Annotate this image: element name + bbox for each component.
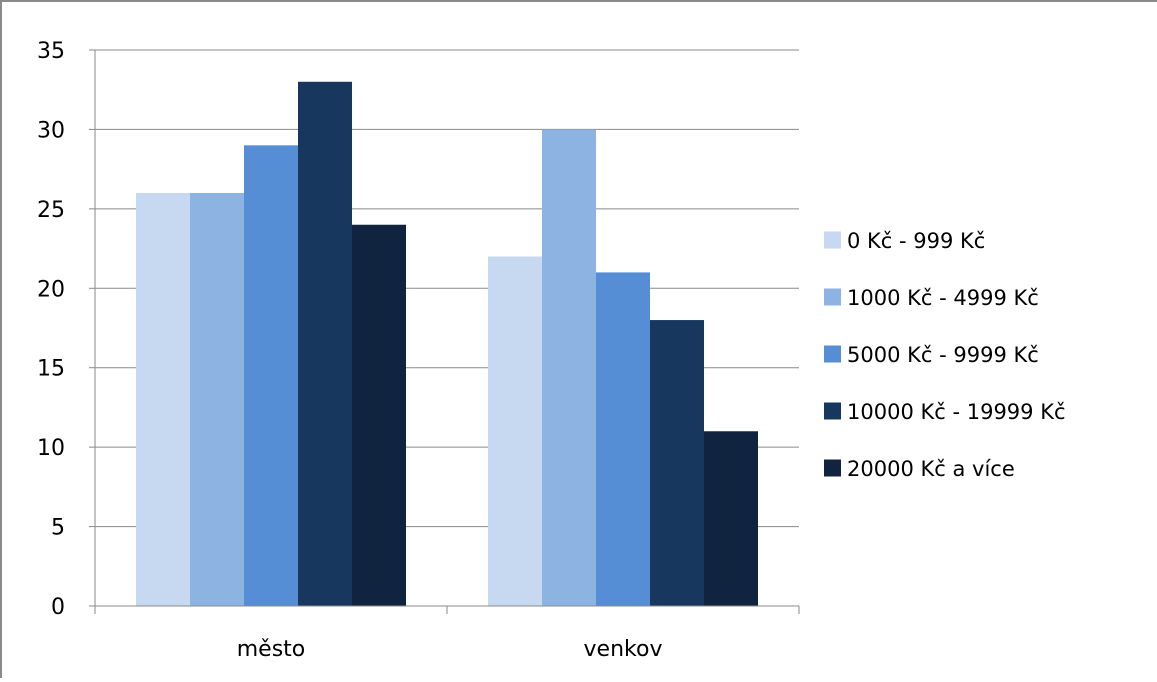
y-tick-label: 20: [37, 277, 65, 302]
y-tick-label: 35: [37, 39, 65, 64]
legend-label: 10000 Kč - 19999 Kč: [847, 400, 1066, 424]
legend: 0 Kč - 999 Kč 1000 Kč - 4999 Kč 5000 Kč - …: [824, 229, 1066, 481]
x-category-label: venkov: [584, 637, 663, 662]
legend-label: 20000 Kč a více: [847, 457, 1015, 481]
bars: [136, 81, 758, 607]
legend-label: 5000 Kč - 9999 Kč: [847, 343, 1039, 367]
bar: [542, 129, 596, 606]
bar: [704, 431, 758, 606]
y-tick-label: 25: [37, 198, 65, 223]
bar: [352, 224, 406, 606]
y-tick-label: 15: [37, 357, 65, 382]
x-category-labels: město venkov: [237, 637, 663, 662]
y-tick-label: 30: [37, 118, 65, 143]
bar: [488, 256, 542, 606]
bar: [298, 81, 352, 607]
bar: [596, 272, 650, 606]
axes: [89, 49, 800, 614]
y-tick-label: 5: [51, 516, 65, 541]
bar: [650, 320, 704, 606]
legend-label: 1000 Kč - 4999 Kč: [847, 286, 1039, 310]
bar: [244, 145, 298, 607]
legend-swatch: [824, 288, 841, 306]
y-tick-label: 0: [51, 595, 65, 620]
bar: [190, 192, 244, 606]
x-category-label: město: [237, 637, 306, 662]
y-tick-labels: 0 5 10 15 20 25 30 35: [37, 39, 65, 620]
legend-swatch: [824, 459, 841, 477]
y-tick-label: 10: [37, 436, 65, 461]
legend-swatch: [824, 345, 841, 363]
bar: [136, 192, 190, 606]
legend-swatch: [824, 402, 841, 420]
legend-swatch: [824, 231, 841, 249]
legend-label: 0 Kč - 999 Kč: [847, 229, 985, 253]
